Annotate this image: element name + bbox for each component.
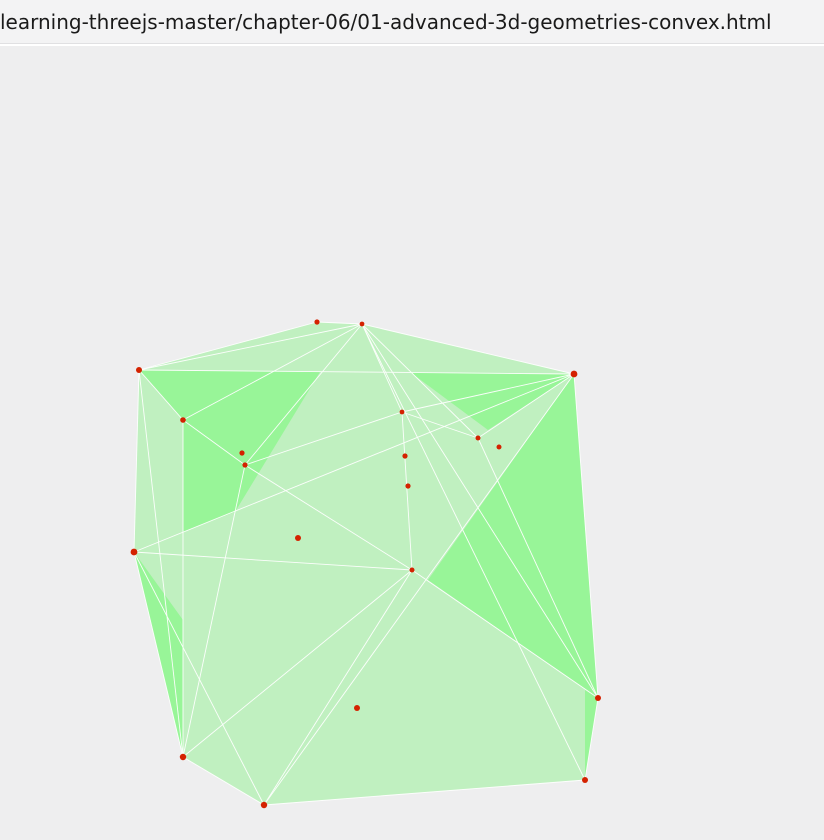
vertex-point [496,444,502,450]
vertex-point [405,483,411,489]
vertex-point [242,462,248,468]
vertex-point [314,319,320,325]
vertex-point [136,367,142,373]
page-title: learning-threejs-master/chapter-06/01-ad… [0,10,772,34]
vertex-point [354,705,360,711]
vertex-point [295,535,301,541]
vertex-point [260,801,268,809]
hull-face-dark [139,370,320,532]
titlebar-divider [0,44,824,46]
hull-edges [133,321,599,806]
vertex-point [180,417,186,423]
vertex-point [239,450,245,456]
hull-face-dark [410,372,574,430]
hull-face-dark [428,374,598,698]
vertex-point [179,753,187,761]
vertex-point [595,695,601,701]
convex-geometry-scene [130,319,601,809]
vertex-point [409,567,415,573]
vertex-point [359,321,365,327]
vertex-point [130,548,138,556]
vertex-point [582,777,588,783]
webgl-canvas[interactable] [0,46,824,840]
vertex-point [402,453,408,459]
window-titlebar: learning-threejs-master/chapter-06/01-ad… [0,0,824,44]
vertex-point [570,370,578,378]
vertex-point [475,435,481,441]
hull-points [130,319,601,809]
vertex-point [399,409,405,415]
